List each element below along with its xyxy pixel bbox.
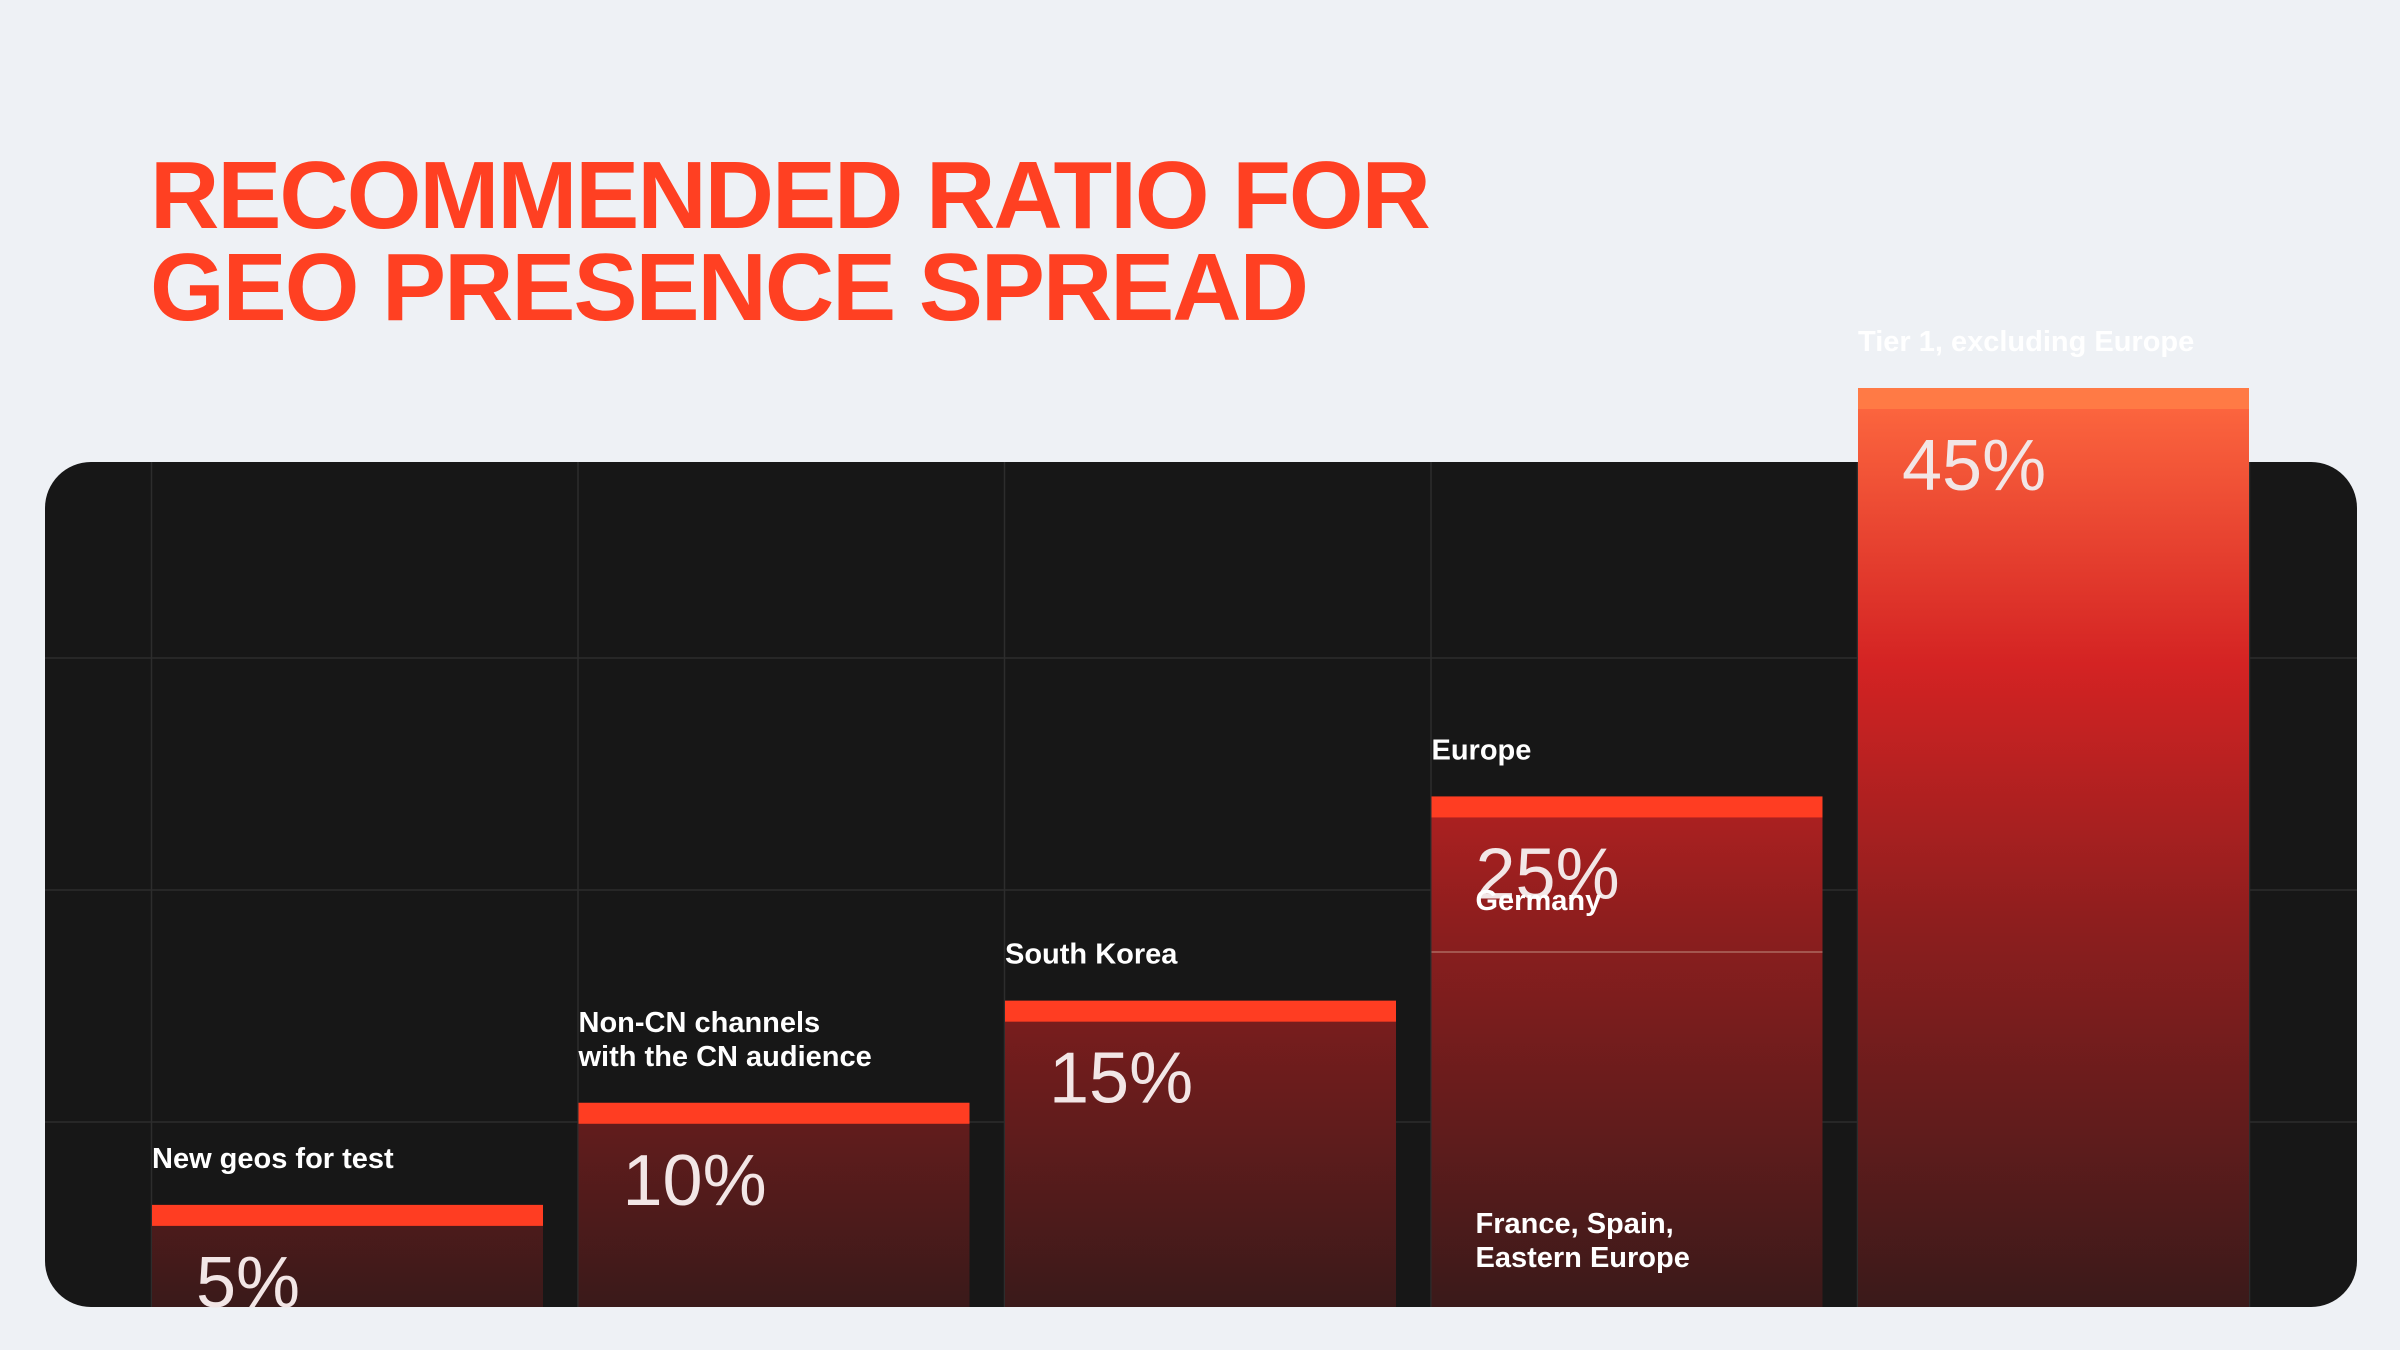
page-title: RECOMMENDED RATIO FOR GEO PRESENCE SPREA…: [150, 142, 1431, 341]
segment-label-germany: Germany: [1476, 885, 1602, 917]
bar-body: [1431, 796, 1823, 1307]
bar-body: [1005, 1000, 1396, 1307]
bar-cap: [1858, 388, 2249, 409]
segment-label-france-spain-eastern-europe: France, Spain, Eastern Europe: [1476, 1208, 1690, 1274]
category-label: Non-CN channels with the CN audience: [578, 1007, 872, 1073]
bar-4: [1431, 796, 1823, 1307]
value-label: 25%: [1476, 834, 1620, 914]
bar-1: [152, 1204, 543, 1307]
bar-body: [1858, 388, 2249, 1307]
category-label: New geos for test: [152, 1143, 394, 1175]
category-label: Europe: [1432, 734, 1532, 766]
category-label: Tier 1, excluding Europe: [1858, 326, 2194, 358]
bar-5: [1858, 388, 2249, 1307]
bar-cap: [1005, 1000, 1396, 1022]
value-label: 10%: [623, 1141, 767, 1221]
bar-3: [1005, 1000, 1396, 1307]
value-label: 45%: [1902, 426, 2046, 506]
bar-2: [578, 1102, 970, 1307]
category-label: South Korea: [1005, 939, 1178, 971]
bar-body: [578, 1102, 970, 1307]
bar-cap: [1431, 796, 1823, 818]
value-label: 5%: [196, 1243, 300, 1323]
value-label: 15%: [1049, 1039, 1193, 1119]
bar-cap: [152, 1204, 543, 1226]
bar-cap: [578, 1102, 970, 1124]
